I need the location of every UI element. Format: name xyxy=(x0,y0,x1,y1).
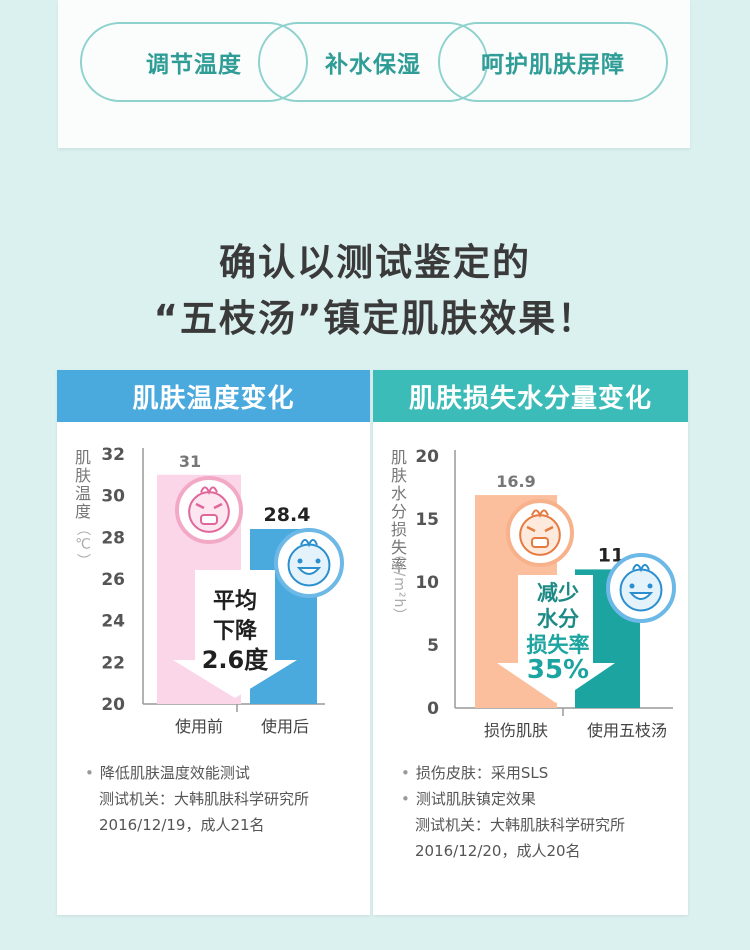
y-tick-label: 0 xyxy=(427,699,439,719)
note-item: 测试机关：大韩肌肤科学研究所 xyxy=(99,790,310,808)
y-axis-label-char: 分 xyxy=(391,502,407,521)
temperature-notes: • 降低肌肤温度效能测试 测试机关：大韩肌肤科学研究所 2016/12/19，成人… xyxy=(85,760,309,838)
x-tick-label: 使用五枝汤 xyxy=(587,721,667,740)
y-axis-label-char: 温 xyxy=(75,484,91,503)
x-tick-label: 使用前 xyxy=(175,717,223,736)
x-tick-label: 使用后 xyxy=(261,717,309,736)
decrease-arrow xyxy=(497,575,615,703)
x-tick-label: 损伤肌肤 xyxy=(484,721,548,740)
moisture-loss-panel: 肌肤损失水分量变化 肌肤水分损失率（g/m²h） 20 15 10 5 0 16.9 损伤肌肤… xyxy=(373,370,688,915)
decrease-annotation: 水分 xyxy=(537,607,579,631)
bar-value-label: 28.4 xyxy=(264,504,311,526)
moisture-chart-title: 肌肤损失水分量变化 xyxy=(373,370,688,422)
y-axis-unit: （g/m²h） xyxy=(391,547,407,624)
note-item: 测试机关：大韩肌肤科学研究所 xyxy=(415,816,626,834)
smiling-baby-icon xyxy=(274,528,344,598)
bar-value-label: 16.9 xyxy=(496,472,535,491)
temperature-chart: 肌肤温度（℃） 32 30 28 26 24 22 20 31 使用前 28.4 使用后 平均下降2.6… xyxy=(75,445,344,736)
decrease-annotation: 35% xyxy=(527,655,589,685)
y-axis-label-char: 肤 xyxy=(75,466,91,485)
feature-card: 调节温度 补水保湿 呵护肌肤屏障 xyxy=(58,0,690,148)
decrease-arrow xyxy=(173,570,297,698)
decrease-annotation: 平均 xyxy=(213,588,257,614)
y-axis-label-char: 肌 xyxy=(75,448,91,467)
decrease-annotation: 损失率 xyxy=(527,633,590,657)
y-tick-label: 26 xyxy=(101,570,125,590)
y-tick-label: 20 xyxy=(101,695,125,715)
y-axis-label-char: 水 xyxy=(391,484,407,503)
smiling-baby-icon xyxy=(606,553,676,623)
y-axis-label-char: 失 xyxy=(391,538,407,557)
y-tick-label: 24 xyxy=(101,612,125,632)
y-tick-label: 20 xyxy=(415,447,439,467)
y-tick-label: 22 xyxy=(101,653,125,673)
y-tick-label: 32 xyxy=(101,445,125,465)
y-axis-label-char: 率 xyxy=(391,556,407,575)
y-tick-label: 30 xyxy=(101,487,125,507)
feature-pill-moisture: 补水保湿 xyxy=(258,22,488,102)
y-axis-label-char: 度 xyxy=(75,502,91,521)
feature-pill-temperature: 调节温度 xyxy=(80,22,308,102)
headline-line-2: “五枝汤”镇定肌肤效果！ xyxy=(153,297,597,340)
decrease-annotation: 减少 xyxy=(537,581,579,605)
note-item: • 降低肌肤温度效能测试 xyxy=(85,764,250,782)
note-item: • 损伤皮肤：采用SLS xyxy=(401,764,549,782)
moisture-loss-chart: 肌肤水分损失率（g/m²h）2015105016.9损伤肌肤11使用五枝汤减少水… xyxy=(391,447,676,740)
feature-pill-barrier: 呵护肌肤屏障 xyxy=(438,22,668,102)
crying-baby-icon xyxy=(175,476,243,544)
note-item: • 测试肌肤镇定效果 xyxy=(401,790,536,808)
y-tick-label: 10 xyxy=(415,573,439,593)
y-axis-label-char: 肤 xyxy=(391,466,407,485)
y-tick-label: 5 xyxy=(427,636,439,656)
y-axis-label-char: 损 xyxy=(391,520,407,539)
headline-line-1: 确认以测试鉴定的 xyxy=(219,241,531,284)
decrease-annotation: 2.6度 xyxy=(202,646,270,674)
bar-value-label: 31 xyxy=(179,452,201,471)
y-tick-label: 15 xyxy=(415,510,439,530)
temperature-panel: 肌肤温度变化 肌肤温度（℃） 32 30 28 26 24 22 20 31 使用前 28.4 使用后… xyxy=(57,370,370,915)
y-tick-label: 28 xyxy=(101,528,125,548)
y-axis-label-char: 肌 xyxy=(391,448,407,467)
bar-value-label: 11 xyxy=(598,544,624,566)
note-item: 2016/12/20，成人20名 xyxy=(415,842,581,860)
decrease-annotation: 下降 xyxy=(213,619,258,644)
y-axis-unit: （℃） xyxy=(75,522,91,569)
moisture-notes: • 损伤皮肤：采用SLS • 测试肌肤镇定效果 测试机关：大韩肌肤科学研究所 201… xyxy=(401,760,625,864)
temperature-chart-title: 肌肤温度变化 xyxy=(57,370,370,422)
note-item: 2016/12/19，成人21名 xyxy=(99,816,265,834)
crying-baby-icon xyxy=(506,499,574,567)
